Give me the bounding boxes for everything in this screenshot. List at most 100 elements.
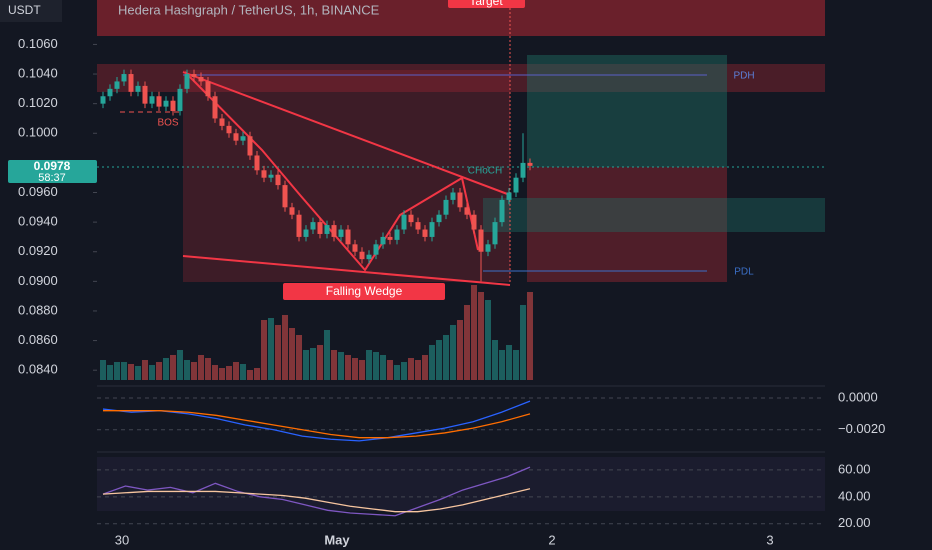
candle-body	[135, 85, 141, 92]
demand-zone	[483, 198, 825, 232]
loss-box	[527, 167, 727, 282]
volume-bar	[415, 360, 421, 380]
volume-bar	[254, 368, 260, 380]
candle-body	[499, 199, 505, 223]
volume-bar	[233, 362, 239, 380]
y-tick-label: 0.0920	[18, 243, 58, 258]
pdh-label: PDH	[733, 71, 754, 82]
candle-body	[128, 74, 134, 92]
candle-body	[289, 207, 295, 215]
candle-body	[100, 96, 106, 104]
candle-body	[107, 88, 113, 97]
volume-bar	[184, 360, 190, 380]
candle-body	[520, 162, 526, 178]
volume-bar	[499, 350, 505, 380]
volume-bar	[471, 285, 477, 380]
candle-body	[394, 229, 400, 240]
rsi-band	[97, 457, 825, 511]
candle-body	[345, 229, 351, 245]
volume-bar	[205, 358, 211, 380]
volume-bar	[317, 345, 323, 380]
candle-body	[485, 244, 491, 252]
volume-bar	[352, 358, 358, 380]
rsi-line	[102, 488, 531, 513]
volume-bar	[303, 350, 309, 380]
rsi-tick-label: 60.00	[838, 461, 871, 476]
volume-bar	[282, 315, 288, 380]
candle-body	[506, 192, 512, 200]
candle-body	[149, 96, 155, 104]
candle-body	[296, 214, 302, 237]
y-tick-label: 0.1000	[18, 125, 58, 140]
volume-bar	[485, 300, 491, 380]
candle-body	[387, 236, 393, 240]
macd-line	[102, 400, 531, 442]
candle-body	[436, 214, 442, 223]
volume-bar	[170, 355, 176, 380]
pattern-label: Falling Wedge	[326, 284, 403, 298]
y-tick-label: 0.0960	[18, 184, 58, 199]
candle-body	[275, 174, 281, 186]
candle-body	[366, 254, 372, 260]
pdh-zone	[97, 64, 825, 92]
rsi-tick-label: 40.00	[838, 488, 871, 503]
volume-bar	[114, 362, 120, 380]
volume-bar	[163, 358, 169, 380]
candle-body	[359, 251, 365, 260]
x-tick-label: 2	[548, 532, 555, 547]
volume-bar	[464, 305, 470, 380]
candle-body	[422, 229, 428, 237]
volume-bar	[401, 362, 407, 380]
volume-bar	[275, 325, 281, 380]
volume-bar	[387, 360, 393, 380]
candle-body	[338, 229, 344, 237]
pattern-label-box	[283, 283, 445, 300]
volume-bar	[457, 320, 463, 380]
x-tick-label: 30	[115, 532, 129, 547]
macd-tick-label: −0.0020	[838, 421, 885, 436]
candle-body	[331, 225, 337, 237]
volume-bar	[142, 360, 148, 380]
macd-line	[103, 410, 531, 439]
volume-bar	[408, 358, 414, 380]
volume-bar	[492, 340, 498, 380]
candle-body	[226, 125, 232, 134]
x-tick-label: May	[324, 532, 350, 547]
volume-bar	[135, 366, 141, 380]
volume-bar	[177, 350, 183, 380]
candle-body	[114, 81, 120, 89]
volume-bar	[429, 345, 435, 380]
volume-bar	[450, 325, 456, 380]
y-tick-label: 0.0940	[18, 214, 58, 229]
volume-bar	[149, 365, 155, 380]
candle-body	[205, 81, 211, 97]
candle-body	[247, 136, 253, 156]
currency: USDT	[8, 3, 41, 17]
candle-body	[282, 185, 288, 208]
candle-body	[261, 170, 267, 178]
wedge-lower	[182, 255, 511, 286]
candle-body	[303, 229, 309, 237]
volume-bar	[212, 365, 218, 380]
volume-bar	[422, 355, 428, 380]
volume-bar	[268, 318, 274, 380]
volume-bar	[100, 360, 106, 380]
last-price: 0.0978	[34, 159, 71, 173]
volume-bar	[520, 305, 526, 380]
volume-bar	[443, 335, 449, 380]
volume-bar	[226, 366, 232, 380]
volume-bar	[527, 292, 533, 380]
candle-body	[240, 136, 246, 141]
candle-body	[429, 222, 435, 237]
countdown: 58:37	[38, 172, 66, 184]
volume-bar	[331, 350, 337, 380]
candle-body	[254, 155, 260, 171]
y-tick-label: 0.0900	[18, 273, 58, 288]
wedge-upper	[182, 71, 511, 196]
volume-bar	[324, 330, 330, 380]
volume-bar	[261, 320, 267, 380]
candle-body	[324, 225, 330, 234]
volume-bar	[198, 355, 204, 380]
candle-body	[191, 74, 197, 77]
